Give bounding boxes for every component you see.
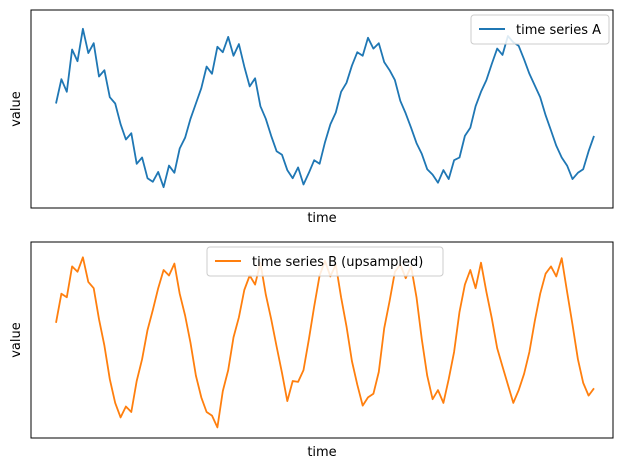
legend-top: time series A: [470, 14, 610, 45]
y-axis-label-top: value: [9, 91, 24, 127]
series-line-bottom: [55, 256, 595, 429]
series-line-top: [55, 27, 595, 189]
legend-label-a: time series A: [516, 23, 601, 38]
legend-box-top: [470, 14, 610, 45]
plot-frame-top: [30, 9, 614, 209]
legend-bottom: time series B (upsampled): [206, 246, 444, 277]
y-axis-label-bottom: value: [9, 322, 24, 358]
legend-label-b: time series B (upsampled): [252, 255, 423, 270]
x-axis-label-bottom: time: [307, 445, 336, 460]
legend-box-bottom: [206, 246, 444, 277]
x-axis-label-top: time: [307, 211, 336, 226]
chart-panel-bottom: time value time series B (upsampled): [9, 241, 614, 460]
chart-panel-top: time value time series A: [9, 9, 614, 226]
series-lines-top: [55, 27, 595, 189]
series-lines-bottom: [55, 256, 595, 429]
plot-frame-bottom: [30, 241, 614, 439]
